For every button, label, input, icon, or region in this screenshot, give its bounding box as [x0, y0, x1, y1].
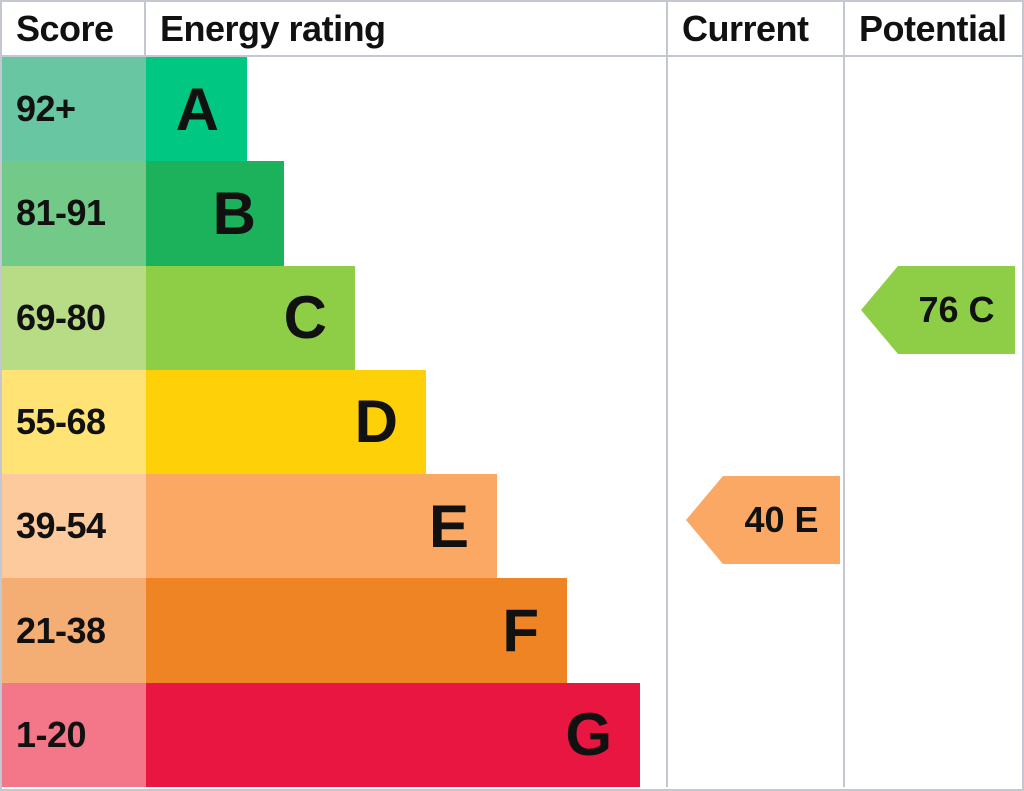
energy-bar: B: [146, 161, 284, 266]
energy-bar: C: [146, 265, 355, 370]
score-cell: 1-20: [2, 682, 146, 787]
chart-header-row: Score Energy rating Current Potential: [2, 2, 1022, 57]
current-rating-label: 40 E: [744, 499, 819, 540]
score-cell: 39-54: [2, 474, 146, 579]
band-row: 81-91 B: [2, 161, 1022, 266]
energy-bar: D: [146, 369, 426, 475]
band-row: 55-68 D: [2, 369, 1022, 475]
score-cell: 81-91: [2, 161, 146, 266]
score-cell: 55-68: [2, 369, 146, 475]
current-rating-arrow: 40 E: [686, 476, 840, 564]
band-row: 39-54 E: [2, 474, 1022, 579]
header-energy-rating: Energy rating: [146, 2, 668, 55]
potential-rating-label: 76 C: [918, 289, 995, 330]
score-cell: 69-80: [2, 265, 146, 370]
column-divider-current: [666, 57, 668, 787]
header-score: Score: [2, 2, 146, 55]
energy-bar: G: [146, 682, 640, 787]
energy-bar: E: [146, 474, 497, 579]
header-current: Current: [668, 2, 845, 55]
energy-bar: F: [146, 578, 567, 683]
column-divider-potential: [843, 57, 845, 787]
chart-body: 92+ A 81-91 B 69-80 C 55-68 D 39-54 E 21…: [2, 57, 1022, 787]
energy-bar: A: [146, 57, 247, 162]
band-rows: 92+ A 81-91 B 69-80 C 55-68 D 39-54 E 21…: [2, 57, 1022, 787]
header-potential: Potential: [859, 7, 1007, 49]
band-row: 69-80 C: [2, 265, 1022, 370]
band-row: 1-20 G: [2, 682, 1022, 787]
band-row: 92+ A: [2, 57, 1022, 162]
band-row: 21-38 F: [2, 578, 1022, 683]
potential-rating-arrow: 76 C: [861, 266, 1015, 354]
score-cell: 92+: [2, 57, 146, 162]
score-cell: 21-38: [2, 578, 146, 683]
